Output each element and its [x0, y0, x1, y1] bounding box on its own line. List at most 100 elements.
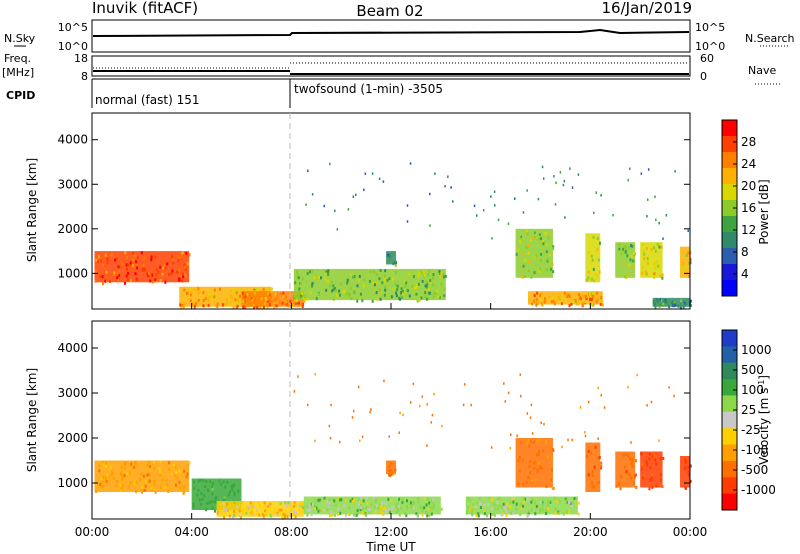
- speckle: [631, 244, 634, 248]
- speckle: [539, 267, 542, 271]
- speckle: [644, 270, 647, 274]
- echo-point: [409, 401, 412, 404]
- speckle: [548, 253, 551, 257]
- speckle: [182, 306, 185, 310]
- speckle: [353, 498, 356, 502]
- speckle: [120, 465, 123, 469]
- speckle: [258, 503, 261, 507]
- echo-point: [587, 400, 590, 404]
- speckle: [290, 508, 293, 512]
- echo-point: [531, 432, 534, 435]
- speckle: [159, 460, 162, 464]
- speckle: [174, 474, 177, 478]
- speckle: [512, 500, 515, 504]
- velocity-ylabel: Slant Range [km]: [25, 368, 39, 472]
- echo-point: [650, 400, 653, 404]
- echo-point: [687, 229, 689, 233]
- speckle: [143, 266, 146, 270]
- speckle: [584, 300, 587, 304]
- speckle: [665, 300, 668, 304]
- speckle: [542, 242, 545, 246]
- speckle: [211, 500, 214, 504]
- speckle: [345, 292, 348, 296]
- speckle: [547, 257, 550, 261]
- echo-point: [554, 203, 557, 206]
- speckle: [324, 277, 327, 281]
- speckle: [390, 498, 393, 502]
- speckle: [414, 290, 417, 294]
- speckle: [140, 472, 143, 476]
- speckle: [119, 483, 122, 487]
- region-0-0: [94, 251, 190, 283]
- speckle: [214, 296, 217, 300]
- echo-point: [542, 177, 545, 180]
- speckle: [505, 510, 508, 514]
- speckle: [233, 509, 236, 513]
- speckle: [205, 508, 208, 512]
- speckle: [594, 293, 597, 297]
- colorbar-swatch: [722, 216, 737, 233]
- speckle: [187, 463, 190, 467]
- speckle: [401, 291, 404, 295]
- speckle: [130, 462, 133, 466]
- speckle: [477, 512, 480, 516]
- speckle: [111, 471, 114, 475]
- echo-point: [571, 438, 573, 442]
- speckle: [642, 476, 645, 480]
- echo-point: [537, 197, 540, 201]
- echo-point: [476, 214, 478, 217]
- speckle: [405, 281, 408, 285]
- speckle: [530, 500, 533, 504]
- speckle: [207, 488, 210, 492]
- speckle: [231, 289, 234, 293]
- speckle: [172, 261, 175, 265]
- speckle: [161, 478, 164, 482]
- speckle: [382, 280, 385, 284]
- speckle: [542, 449, 545, 453]
- speckle: [433, 291, 436, 295]
- speckle: [142, 264, 145, 268]
- speckle: [546, 510, 549, 514]
- colorbar-tick-label: -100: [741, 443, 768, 457]
- colorbar-swatch: [722, 428, 737, 446]
- speckle: [179, 486, 182, 490]
- speckle: [399, 297, 402, 301]
- speckle: [302, 502, 305, 506]
- speckle: [506, 501, 509, 505]
- speckle: [347, 291, 350, 295]
- echo-point: [383, 379, 385, 383]
- speckle: [211, 506, 214, 510]
- speckle: [632, 251, 635, 255]
- speckle: [351, 499, 354, 503]
- speckle: [579, 297, 582, 301]
- speckle: [127, 263, 130, 267]
- speckle: [429, 279, 432, 283]
- speckle: [645, 460, 648, 464]
- speckle: [125, 274, 128, 278]
- speckle: [483, 510, 486, 514]
- speckle: [308, 504, 311, 508]
- speckle: [125, 255, 128, 259]
- speckle: [172, 463, 175, 467]
- speckle: [317, 498, 320, 502]
- speckle: [425, 285, 428, 289]
- speckle: [202, 291, 205, 295]
- speckle: [231, 488, 234, 492]
- nsearch-tick-high: 10^5: [695, 21, 725, 34]
- speckle: [546, 243, 549, 247]
- echo-point: [359, 439, 361, 442]
- speckle: [310, 513, 313, 517]
- speckle: [377, 506, 380, 510]
- speckle: [598, 241, 601, 245]
- speckle: [99, 275, 102, 279]
- speckle: [389, 473, 392, 477]
- speckle: [198, 498, 201, 502]
- echo-point: [490, 195, 492, 198]
- speckle: [313, 506, 316, 510]
- speckle: [264, 302, 267, 306]
- speckle: [599, 302, 602, 306]
- echo-point: [519, 373, 522, 376]
- speckle: [220, 482, 223, 486]
- speckle: [318, 276, 321, 280]
- speckle: [155, 268, 158, 272]
